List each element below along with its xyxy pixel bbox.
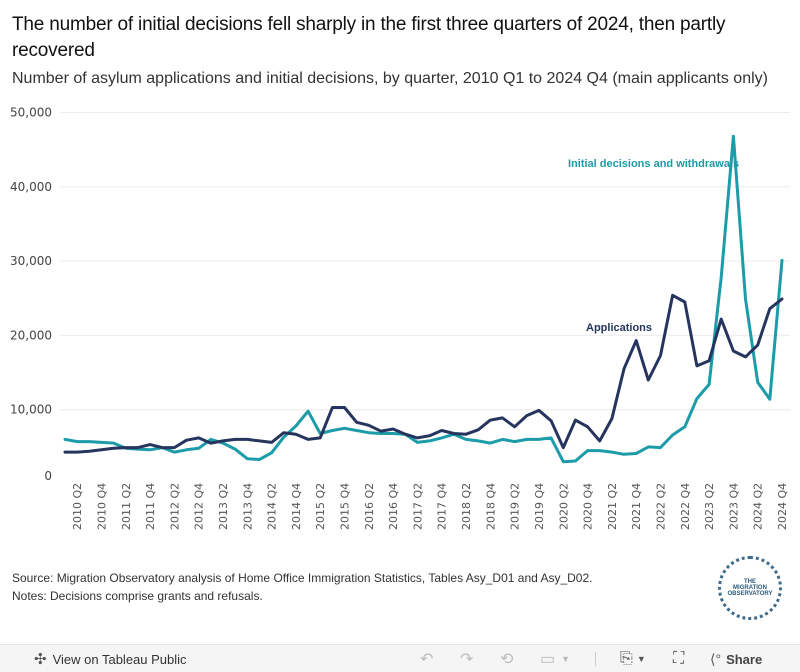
annotations: Initial decisions and withdrawals Applica… — [568, 158, 739, 334]
x-tick-label: 2020 Q2 — [557, 483, 570, 530]
chart-subtitle: Number of asylum applications and initia… — [12, 70, 768, 87]
revert-button[interactable]: ⟲ — [500, 650, 513, 668]
x-tick-label: 2020 Q4 — [582, 483, 595, 530]
logo-line: THE — [744, 579, 756, 585]
pause-updates-button[interactable]: ▭ ▼ — [540, 650, 570, 668]
x-tick-label: 2019 Q4 — [533, 483, 546, 530]
share-button[interactable]: ⟨° Share — [710, 650, 762, 668]
x-tick-label: 2021 Q4 — [630, 483, 643, 530]
y-tick-label: 0 — [44, 469, 52, 483]
y-tick-label: 40,000 — [10, 180, 52, 194]
undo-icon: ↶ — [420, 651, 434, 668]
x-tick-label: 2015 Q4 — [339, 483, 352, 530]
x-axis-ticks: 2010 Q2 2010 Q4 2011 Q2 2011 Q4 2012 Q2 2012 … — [71, 483, 789, 530]
gridlines — [60, 112, 790, 411]
share-icon: ⟨° — [710, 650, 722, 667]
download-icon: ⎘ — [620, 650, 633, 667]
annotation-decisions: Initial decisions and withdrawals — [568, 158, 739, 170]
series-line-applications — [63, 293, 784, 454]
x-tick-label: 2013 Q4 — [241, 483, 254, 530]
x-tick-label: 2013 Q2 — [217, 483, 230, 530]
y-axis-ticks: 0 10,000 20,000 30,000 40,000 50,000 — [10, 106, 52, 484]
x-tick-label: 2011 Q4 — [144, 483, 157, 530]
y-tick-label: 50,000 — [10, 106, 52, 120]
series-line-decisions — [63, 134, 784, 464]
x-tick-label: 2021 Q2 — [606, 483, 619, 530]
tableau-toolbar: ✣ View on Tableau Public ↶ ↷ ⟲ ▭ ▼ ⎘ ▼ ⛶ ⟨… — [0, 644, 800, 672]
fullscreen-button[interactable]: ⛶ — [673, 650, 684, 668]
y-tick-label: 10,000 — [10, 403, 52, 417]
x-tick-label: 2023 Q2 — [703, 483, 716, 530]
notes-text: Notes: Decisions comprise grants and ref… — [12, 589, 263, 603]
download-button[interactable]: ⎘ ▼ — [620, 650, 646, 668]
x-tick-label: 2015 Q2 — [314, 483, 327, 530]
x-tick-label: 2017 Q2 — [411, 483, 424, 530]
x-tick-label: 2014 Q4 — [290, 483, 303, 530]
chart-title: The number of initial decisions fell sha… — [12, 14, 726, 61]
x-tick-label: 2018 Q4 — [484, 483, 497, 530]
tableau-icon: ✣ — [34, 651, 47, 668]
view-on-tableau-label: View on Tableau Public — [52, 651, 187, 667]
x-tick-label: 2016 Q2 — [363, 483, 376, 530]
series-lines — [63, 134, 784, 464]
revert-icon: ⟲ — [500, 651, 514, 668]
x-tick-label: 2018 Q2 — [460, 483, 473, 530]
logo-line: OBSERVATORY — [727, 591, 773, 597]
undo-button[interactable]: ↶ — [420, 650, 433, 668]
y-tick-label: 20,000 — [10, 328, 52, 342]
x-tick-label: 2022 Q2 — [654, 483, 667, 530]
x-tick-label: 2024 Q4 — [776, 483, 789, 530]
x-tick-label: 2017 Q4 — [436, 483, 449, 530]
migration-observatory-logo[interactable]: THE MIGRATION OBSERVATORY — [718, 556, 782, 620]
x-tick-label: 2016 Q4 — [387, 483, 400, 530]
annotation-applications: Applications — [586, 322, 652, 334]
redo-button[interactable]: ↷ — [460, 650, 473, 668]
y-tick-label: 30,000 — [10, 254, 52, 268]
source-note: Source: Migration Observatory analysis o… — [12, 571, 593, 585]
redo-icon: ↷ — [460, 651, 474, 668]
chevron-down-icon: ▼ — [636, 654, 646, 664]
share-label: Share — [726, 651, 763, 667]
x-tick-label: 2024 Q2 — [752, 483, 765, 530]
x-tick-label: 2012 Q2 — [168, 483, 181, 530]
x-tick-label: 2022 Q4 — [679, 483, 692, 530]
x-tick-label: 2010 Q4 — [95, 483, 108, 530]
x-tick-label: 2014 Q2 — [266, 483, 279, 530]
x-tick-label: 2019 Q2 — [509, 483, 522, 530]
x-tick-label: 2012 Q4 — [193, 483, 206, 530]
fullscreen-icon: ⛶ — [673, 650, 685, 667]
x-tick-label: 2023 Q4 — [727, 483, 740, 530]
toolbar-divider — [595, 652, 596, 666]
logo-line: MIGRATION — [733, 585, 767, 591]
x-tick-label: 2011 Q2 — [120, 483, 133, 530]
view-on-tableau-public-link[interactable]: ✣ View on Tableau Public — [34, 650, 187, 668]
x-tick-label: 2010 Q2 — [71, 483, 84, 530]
pause-icon: ▭ — [540, 651, 556, 668]
chevron-down-icon: ▼ — [561, 654, 571, 664]
